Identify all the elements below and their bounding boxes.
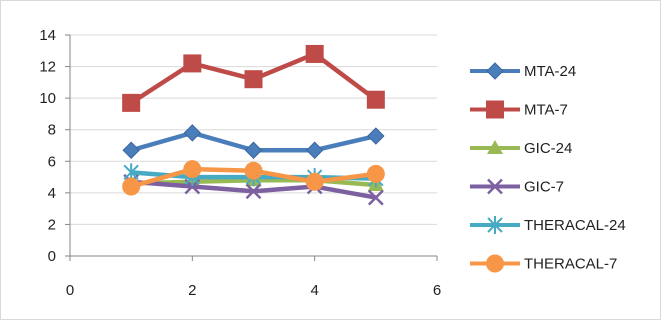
data-point-theracal-7: [183, 160, 202, 179]
series-theracal-7: [122, 160, 385, 196]
data-point-mta-24: [183, 124, 202, 142]
x-tick-label: 4: [310, 282, 318, 299]
data-point-theracal-7: [244, 161, 263, 180]
y-tick-label: 0: [48, 248, 56, 265]
data-point-mta-24: [122, 141, 140, 159]
data-point-gic-7: [367, 189, 384, 206]
legend-label: THERACAL-24: [524, 217, 626, 234]
legend-label: GIC-7: [524, 179, 564, 196]
x-tick-labels: 0 2 4 6: [66, 282, 441, 299]
data-point-mta-7: [183, 54, 202, 73]
data-point-mta-7: [244, 70, 263, 89]
legend-label: THERACAL-7: [524, 256, 617, 273]
data-point-mta-24: [244, 141, 263, 159]
data-point-theracal-7: [305, 172, 324, 191]
axes: [65, 34, 438, 261]
y-tick-label: 6: [48, 153, 56, 170]
legend-label: MTA-7: [524, 102, 568, 119]
legend-item-gic-7: GIC-7: [470, 179, 564, 196]
x-tick-label: 0: [66, 282, 74, 299]
series-mta-7: [122, 44, 385, 112]
series-mta-24: [122, 124, 385, 159]
data-point-mta-24: [367, 127, 385, 145]
data-point-mta-7: [305, 44, 324, 63]
data-point-theracal-7: [366, 164, 385, 183]
legend-marker: [487, 140, 503, 154]
legend-item-mta-24: MTA-24: [470, 62, 576, 80]
legend-marker: [486, 62, 504, 80]
series-group: [122, 44, 385, 206]
x-tick-label: 6: [433, 282, 441, 299]
y-tick-label: 10: [39, 90, 56, 107]
data-point-gic-7: [245, 183, 262, 200]
y-tick-label: 12: [39, 59, 56, 76]
legend-item-mta-7: MTA-7: [470, 100, 568, 119]
legend-marker: [487, 216, 503, 234]
y-tick-label: 4: [48, 185, 56, 202]
legend-marker: [487, 178, 503, 195]
legend-item-theracal-7: THERACAL-7: [470, 254, 617, 273]
y-tick-label: 14: [39, 27, 56, 44]
legend-marker: [486, 254, 504, 273]
data-point-theracal-7: [122, 177, 141, 196]
legend-item-theracal-24: THERACAL-24: [470, 216, 626, 234]
data-point-mta-7: [122, 93, 141, 112]
legend-marker: [486, 100, 504, 119]
y-tick-label: 2: [48, 216, 56, 233]
legend-label: MTA-24: [524, 63, 576, 80]
legend-label: GIC-24: [524, 140, 572, 157]
legend: MTA-24 MTA-7 GIC-24 GIC-7 THERACAL-24 THERACA…: [470, 62, 626, 273]
y-tick-label: 8: [48, 122, 56, 139]
y-tick-labels: 0 2 4 6 8 10 12 14: [39, 27, 56, 265]
x-tick-label: 2: [188, 282, 196, 299]
data-point-mta-24: [305, 141, 324, 159]
data-point-mta-7: [366, 90, 385, 109]
legend-item-gic-24: GIC-24: [470, 140, 572, 157]
